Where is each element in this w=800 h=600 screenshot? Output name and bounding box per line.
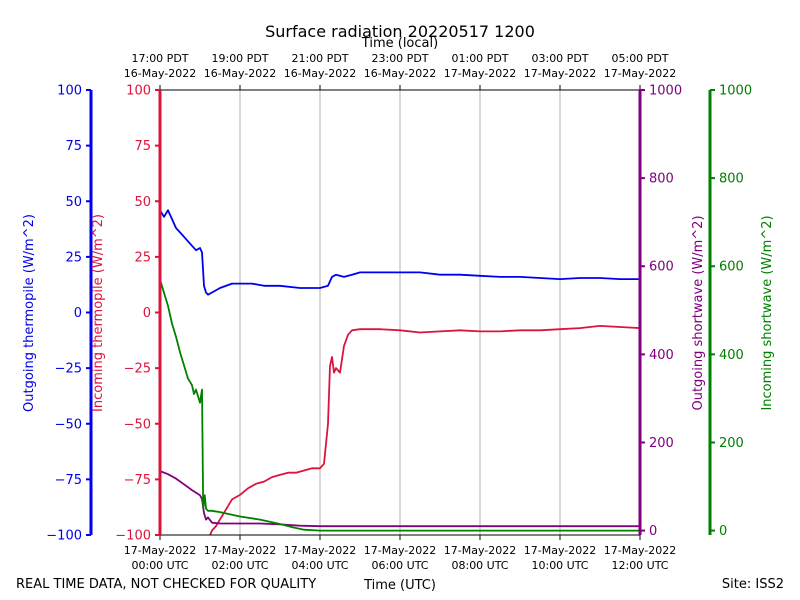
series-line-incoming-thermopile <box>209 324 641 536</box>
y-tick-label: −25 <box>124 362 151 377</box>
x-tick-label-date: 17-May-2022 <box>364 544 436 557</box>
series-line-outgoing-shortwave <box>159 470 640 528</box>
outgoing-thermopile-axis-label: Outgoing thermopile (W/m^2) <box>22 214 37 412</box>
outgoing-shortwave-ticks: 1000 800 600 400 200 0 <box>640 84 682 539</box>
y-tick-label: −75 <box>55 473 82 488</box>
y-tick-label: 50 <box>134 195 151 210</box>
top-tick-label-date: 17-May-2022 <box>524 67 596 80</box>
incoming-thermopile-ticks: 100 75 50 25 0 −25 −50 −75 −100 <box>115 84 160 544</box>
y-tick-label: 25 <box>65 250 82 265</box>
y-tick-label: 1000 <box>719 84 752 99</box>
outgoing-shortwave-axis-label: Outgoing shortwave (W/m^2) <box>691 215 706 410</box>
top-tick-label-date: 16-May-2022 <box>204 67 276 80</box>
x-tick-label-time: 04:00 UTC <box>291 559 348 572</box>
x-tick-label-date: 17-May-2022 <box>124 544 196 557</box>
y-tick-label: 0 <box>649 524 657 539</box>
outgoing-thermopile-ticks: 100 75 50 25 0 −25 −50 −75 −100 <box>46 84 91 544</box>
incoming-shortwave-ticks: 1000 800 600 400 200 0 <box>710 84 752 539</box>
top-tick-label-time: 21:00 PDT <box>291 52 348 65</box>
y-tick-label: 200 <box>719 436 744 451</box>
x-axis-label: Time (UTC) <box>363 578 436 593</box>
x-tick-label-time: 06:00 UTC <box>371 559 428 572</box>
y-tick-label: 75 <box>65 139 82 154</box>
y-tick-label: −25 <box>55 362 82 377</box>
y-tick-label: 0 <box>143 306 151 321</box>
gridlines <box>239 90 561 535</box>
top-tick-label-time: 17:00 PDT <box>131 52 188 65</box>
top-tick-label-time: 19:00 PDT <box>211 52 268 65</box>
top-tick-label-date: 17-May-2022 <box>604 67 676 80</box>
y-tick-label: 600 <box>719 260 744 275</box>
x-tick-label-time: 00:00 UTC <box>131 559 188 572</box>
x-tick-label-date: 17-May-2022 <box>524 544 596 557</box>
y-tick-label: 0 <box>74 306 82 321</box>
x-tick-label-time: 10:00 UTC <box>531 559 588 572</box>
top-axis-ticks: 17:00 PDT 16-May-2022 19:00 PDT 16-May-2022… <box>124 52 676 90</box>
y-tick-label: 0 <box>719 524 727 539</box>
x-tick-label-time: 12:00 UTC <box>611 559 668 572</box>
incoming-thermopile-axis-label: Incoming thermopile (W/m^2) <box>91 214 106 412</box>
top-tick-label-time: 03:00 PDT <box>531 52 588 65</box>
x-tick-label-date: 17-May-2022 <box>204 544 276 557</box>
y-tick-label: −75 <box>124 473 151 488</box>
y-tick-label: 75 <box>134 139 151 154</box>
chart-title: Surface radiation 20220517 1200 <box>265 22 535 41</box>
y-tick-label: −100 <box>46 529 82 544</box>
y-tick-label: 1000 <box>649 84 682 99</box>
top-tick-label-time: 23:00 PDT <box>371 52 428 65</box>
y-tick-label: −50 <box>124 417 151 432</box>
top-tick-label-date: 16-May-2022 <box>284 67 356 80</box>
y-tick-label: −50 <box>55 417 82 432</box>
top-tick-label-time: 01:00 PDT <box>451 52 508 65</box>
y-tick-label: 25 <box>134 250 151 265</box>
y-tick-label: 100 <box>57 84 82 99</box>
bottom-axis-ticks: 17-May-2022 00:00 UTC 17-May-2022 02:00 UTC… <box>124 535 676 572</box>
y-tick-label: −100 <box>115 529 151 544</box>
series-line-outgoing-thermopile <box>159 209 640 296</box>
x-tick-label-date: 17-May-2022 <box>284 544 356 557</box>
y-tick-label: 800 <box>719 172 744 187</box>
y-tick-label: 400 <box>719 348 744 363</box>
incoming-shortwave-axis-label: Incoming shortwave (W/m^2) <box>760 215 775 410</box>
x-tick-label-time: 02:00 UTC <box>211 559 268 572</box>
top-tick-label-date: 16-May-2022 <box>124 67 196 80</box>
top-tick-label-time: 05:00 PDT <box>611 52 668 65</box>
y-tick-label: 400 <box>649 348 674 363</box>
top-tick-label-date: 17-May-2022 <box>444 67 516 80</box>
series-layer <box>159 209 641 536</box>
top-axis-label: Time (local) <box>361 36 438 51</box>
quality-disclaimer: REAL TIME DATA, NOT CHECKED FOR QUALITY <box>16 577 316 592</box>
x-tick-label-date: 17-May-2022 <box>444 544 516 557</box>
site-label: Site: ISS2 <box>722 577 784 592</box>
y-tick-label: 800 <box>649 172 674 187</box>
series-line-incoming-shortwave <box>159 279 640 532</box>
y-tick-label: 100 <box>126 84 151 99</box>
x-tick-label-date: 17-May-2022 <box>604 544 676 557</box>
top-tick-label-date: 16-May-2022 <box>364 67 436 80</box>
x-tick-label-time: 08:00 UTC <box>451 559 508 572</box>
y-tick-label: 50 <box>65 195 82 210</box>
y-tick-label: 200 <box>649 436 674 451</box>
y-tick-label: 600 <box>649 260 674 275</box>
